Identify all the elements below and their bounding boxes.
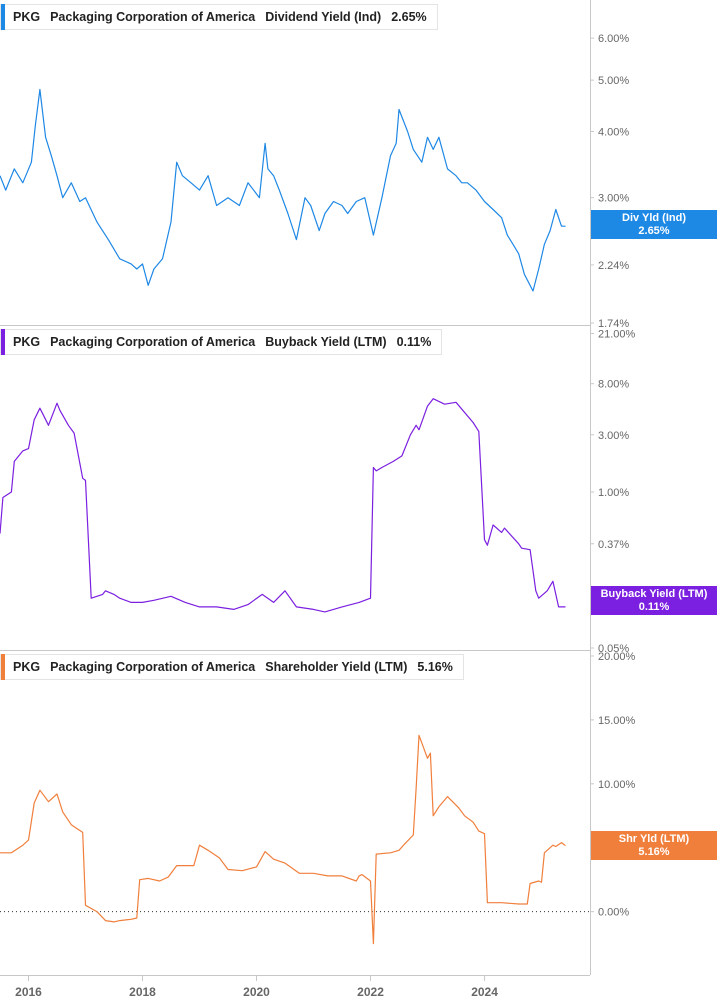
buyback-legend-color bbox=[1, 329, 5, 355]
buyback-legend: PKG Packaging Corporation of America Buy… bbox=[0, 329, 443, 355]
dividend-ticker: PKG bbox=[13, 10, 41, 24]
shareholder-ytick-label: 10.00% bbox=[598, 779, 636, 791]
dividend-ytick-label: 5.00% bbox=[598, 75, 629, 87]
shareholder-ytick-label: 15.00% bbox=[598, 715, 636, 727]
shareholder-ticker: PKG bbox=[13, 660, 41, 674]
buyback-ticker: PKG bbox=[13, 335, 41, 349]
buyback-ytick-label: 0.05% bbox=[598, 643, 629, 655]
buyback-ytick-label: 8.00% bbox=[598, 379, 629, 391]
buyback-ytick-label: 0.37% bbox=[598, 539, 629, 551]
buyback-current-value: 0.11% bbox=[396, 335, 432, 349]
shareholder-legend-color bbox=[1, 654, 5, 680]
dividend-ytick-label: 2.24% bbox=[598, 260, 629, 272]
xtick-label: 2022 bbox=[357, 985, 384, 999]
dividend-company: Packaging Corporation of America bbox=[50, 10, 256, 24]
dividend-legend-color bbox=[1, 4, 5, 30]
xtick-label: 2016 bbox=[15, 985, 42, 999]
xtick-label: 2018 bbox=[129, 985, 156, 999]
shareholder-company: Packaging Corporation of America bbox=[50, 660, 256, 674]
buyback-tag-value: 0.11% bbox=[638, 601, 670, 613]
shareholder-current-value: 5.16% bbox=[417, 660, 453, 674]
dividend-current-value: 2.65% bbox=[391, 10, 427, 24]
shareholder-ytick-label: 0.00% bbox=[598, 907, 629, 919]
buyback-company: Packaging Corporation of America bbox=[50, 335, 256, 349]
xtick-label: 2024 bbox=[471, 985, 498, 999]
dividend-legend: PKG Packaging Corporation of America Div… bbox=[0, 4, 438, 30]
buyback-ytick-label: 21.00% bbox=[598, 328, 636, 340]
shareholder-tag-label: Shr Yld (LTM) bbox=[618, 833, 690, 845]
shareholder-value-tag: Shr Yld (LTM) 5.16% bbox=[591, 831, 717, 860]
dividend-ytick-label: 6.00% bbox=[598, 33, 629, 45]
dividend-ytick-label: 3.00% bbox=[598, 193, 629, 205]
dividend-ytick-label: 4.00% bbox=[598, 126, 629, 138]
shareholder-tag-value: 5.16% bbox=[638, 846, 670, 858]
shareholder-ytick-label: 20.00% bbox=[598, 651, 636, 663]
buyback-tag-label: Buyback Yield (LTM) bbox=[600, 588, 708, 600]
buyback-value-tag: Buyback Yield (LTM) 0.11% bbox=[591, 586, 717, 615]
dividend-tag-label: Div Yld (Ind) bbox=[622, 212, 686, 224]
buyback-series-line bbox=[0, 398, 566, 613]
dividend-tag-value: 2.65% bbox=[638, 225, 670, 237]
dividend-metric: Dividend Yield (Ind) bbox=[265, 10, 382, 24]
buyback-ytick-label: 1.00% bbox=[598, 487, 629, 499]
shareholder-legend: PKG Packaging Corporation of America Sha… bbox=[0, 654, 464, 680]
dividend-series-line bbox=[0, 88, 566, 292]
shareholder-series-line bbox=[0, 734, 566, 945]
xtick-label: 2020 bbox=[243, 985, 270, 999]
buyback-ytick-label: 3.00% bbox=[598, 430, 629, 442]
buyback-metric: Buyback Yield (LTM) bbox=[265, 335, 387, 349]
dividend-value-tag: Div Yld (Ind) 2.65% bbox=[591, 210, 717, 239]
shareholder-metric: Shareholder Yield (LTM) bbox=[265, 660, 408, 674]
dividend-ytick-label: 1.74% bbox=[598, 318, 629, 330]
